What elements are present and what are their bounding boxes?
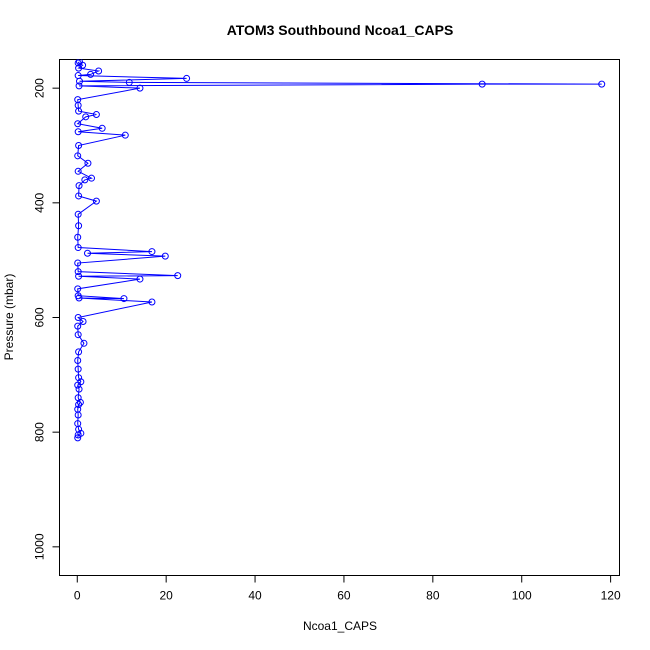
data-point bbox=[75, 348, 83, 356]
data-point bbox=[125, 78, 133, 86]
series-line bbox=[76, 61, 602, 438]
data-point bbox=[74, 365, 82, 373]
x-axis-label: Ncoa1_CAPS bbox=[303, 619, 377, 633]
data-point bbox=[88, 174, 95, 182]
data-point bbox=[87, 70, 95, 78]
data-point bbox=[74, 331, 82, 339]
plot-frame bbox=[59, 59, 620, 576]
data-point bbox=[75, 182, 83, 190]
x-tick-label: 60 bbox=[337, 589, 351, 603]
data-point bbox=[80, 339, 88, 347]
data-point bbox=[74, 420, 82, 428]
data-point bbox=[75, 385, 83, 393]
data-point bbox=[148, 298, 156, 306]
x-tick-label: 40 bbox=[248, 589, 262, 603]
data-point bbox=[74, 244, 82, 252]
x-tick-label: 80 bbox=[426, 589, 440, 603]
data-point bbox=[74, 322, 82, 330]
x-tick-label: 20 bbox=[159, 589, 173, 603]
data-point bbox=[82, 113, 90, 121]
data-point bbox=[161, 252, 169, 260]
x-tick-label: 100 bbox=[512, 589, 532, 603]
y-tick-label: 200 bbox=[33, 78, 47, 98]
y-tick-label: 400 bbox=[33, 193, 47, 213]
y-tick-label: 600 bbox=[33, 307, 47, 327]
chart-title: ATOM3 Southbound Ncoa1_CAPS bbox=[227, 22, 454, 38]
data-point bbox=[75, 374, 83, 382]
data-point bbox=[74, 259, 82, 267]
data-point bbox=[75, 192, 83, 200]
data-point bbox=[74, 96, 82, 104]
data-point bbox=[74, 233, 82, 241]
data-point bbox=[74, 72, 82, 80]
data-point bbox=[74, 394, 82, 402]
data-point bbox=[98, 124, 106, 132]
x-tick-label: 120 bbox=[601, 589, 621, 603]
data-point bbox=[95, 67, 103, 75]
data-point bbox=[74, 268, 82, 276]
data-point bbox=[75, 272, 83, 280]
data-point bbox=[74, 314, 82, 321]
data-point bbox=[74, 210, 82, 218]
data-point bbox=[74, 405, 82, 413]
data-point bbox=[77, 429, 85, 437]
data-point bbox=[598, 80, 606, 88]
data-point bbox=[92, 111, 100, 119]
data-point bbox=[74, 285, 82, 293]
data-point bbox=[121, 131, 129, 139]
data-point bbox=[75, 401, 83, 409]
data-point bbox=[136, 275, 144, 283]
y-tick-label: 1000 bbox=[33, 533, 47, 560]
data-point bbox=[74, 59, 82, 67]
data-point bbox=[183, 74, 191, 82]
y-tick-label: 800 bbox=[33, 422, 47, 442]
data-point bbox=[75, 142, 83, 149]
data-point bbox=[148, 248, 156, 256]
data-point bbox=[79, 318, 87, 326]
data-point bbox=[77, 378, 85, 386]
data-point bbox=[478, 80, 486, 88]
data-point bbox=[74, 292, 82, 300]
x-tick-label: 0 bbox=[74, 589, 81, 603]
data-point bbox=[84, 159, 92, 167]
data-point bbox=[120, 295, 128, 303]
y-axis: 200 400 600 800 1000 bbox=[33, 78, 60, 560]
plot-area bbox=[74, 59, 606, 442]
data-point bbox=[81, 176, 89, 184]
data-point bbox=[74, 128, 82, 136]
data-point bbox=[74, 167, 82, 175]
data-point bbox=[92, 197, 100, 205]
data-point bbox=[74, 357, 82, 364]
data-point bbox=[174, 272, 182, 280]
data-point bbox=[136, 84, 144, 92]
x-axis: 0 20 40 60 80 100 120 bbox=[74, 575, 621, 603]
data-point bbox=[74, 120, 82, 128]
y-axis-label: Pressure (mbar) bbox=[2, 274, 16, 361]
data-point bbox=[75, 82, 83, 90]
data-point bbox=[84, 249, 91, 257]
data-point bbox=[75, 222, 83, 230]
series-group bbox=[74, 59, 606, 442]
data-point bbox=[74, 152, 82, 160]
data-point bbox=[76, 59, 83, 66]
